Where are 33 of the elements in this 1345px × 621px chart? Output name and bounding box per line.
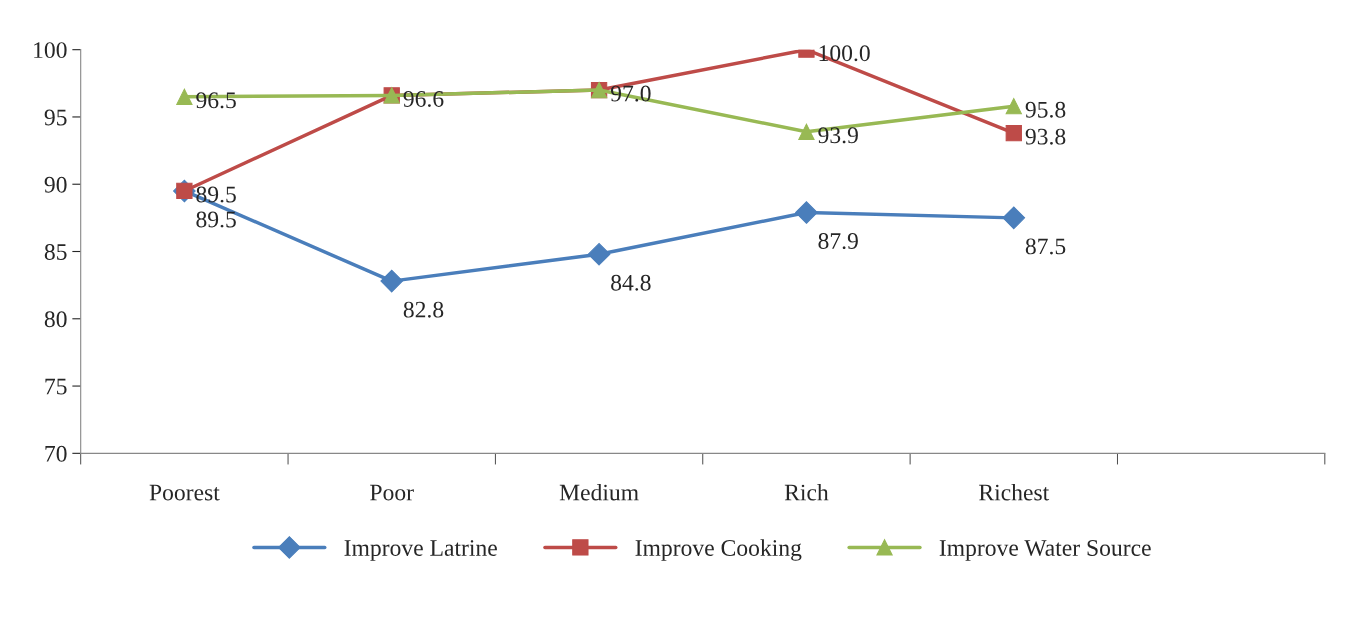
legend-label: Improve Cooking	[635, 539, 802, 561]
point	[587, 242, 611, 266]
x-tick-label: Poor	[370, 484, 414, 501]
y-tick-label: 95	[44, 109, 67, 126]
point	[1002, 206, 1026, 230]
legend-label: Improve Water Source	[939, 540, 1151, 561]
point	[176, 88, 193, 105]
data-label: 87.5	[1025, 238, 1066, 255]
point	[1005, 98, 1022, 115]
y-tick-label: 80	[44, 311, 67, 328]
y-tick-label: 90	[44, 176, 67, 193]
data-label: 89.5	[196, 211, 236, 228]
point	[798, 123, 815, 140]
x-tick-label: Medium	[559, 483, 639, 501]
data-label: 93.8	[1025, 128, 1066, 145]
data-label: 100.0	[819, 45, 870, 62]
y-tick-label: 100	[34, 42, 67, 59]
data-label: 82.8	[403, 301, 444, 318]
point	[1005, 124, 1022, 142]
data-label: 89.5	[196, 186, 236, 203]
y-tick-label: 75	[45, 378, 67, 395]
data-label: 87.9	[818, 233, 858, 250]
data-label: 93.9	[818, 127, 858, 144]
legend-label: Improve Latrine	[344, 540, 497, 561]
data-label: 95.8	[1025, 101, 1066, 118]
point	[795, 201, 818, 224]
y-tick-label: 70	[45, 445, 67, 462]
point	[380, 269, 404, 293]
x-tick-label: Richest	[979, 483, 1050, 501]
x-tick-label: Poorest	[149, 484, 220, 501]
data-label: 84.8	[611, 274, 651, 291]
x-tick-label: Rich	[784, 483, 829, 501]
y-tick-label: 85	[44, 244, 67, 260]
